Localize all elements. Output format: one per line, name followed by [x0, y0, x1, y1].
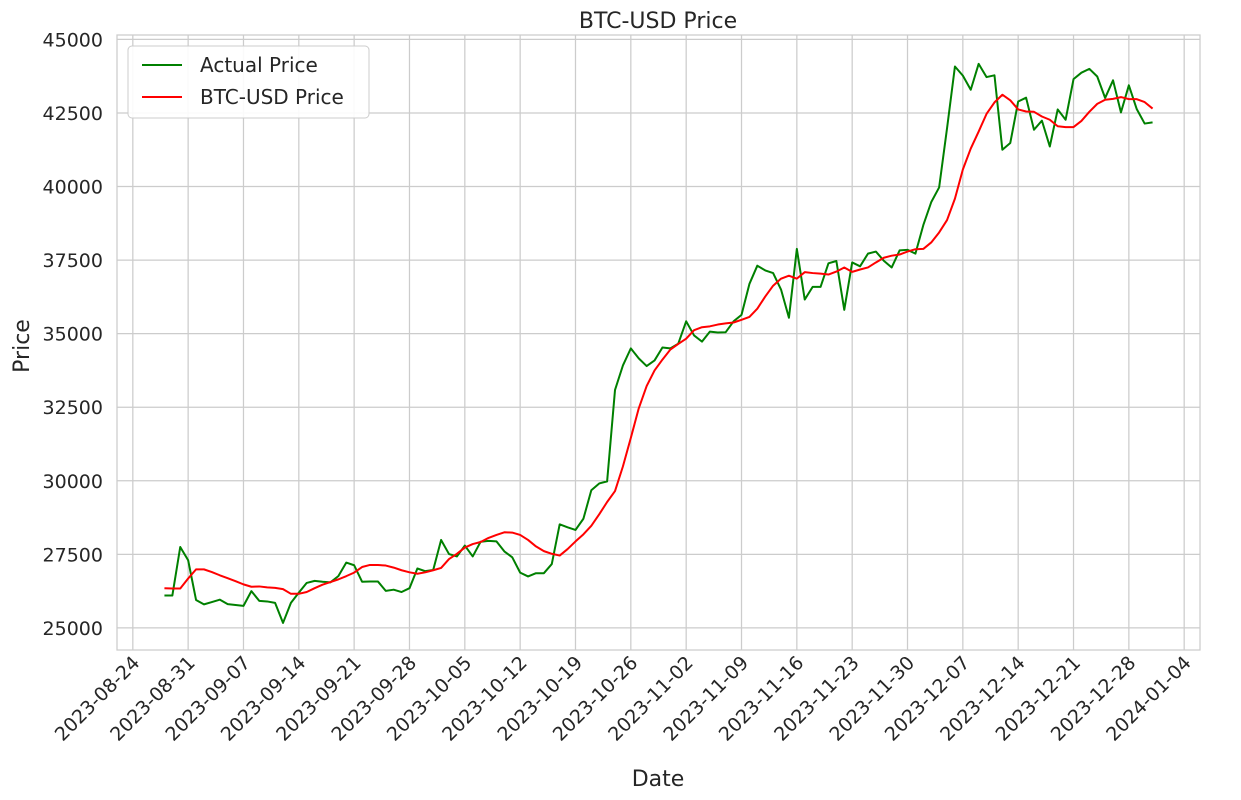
plot-frame [116, 34, 1201, 651]
y-tick-label: 37500 [43, 250, 103, 272]
y-tick-label: 42500 [43, 103, 103, 125]
y-tick-label: 27500 [43, 544, 103, 566]
plot-area [117, 35, 1200, 650]
y-tick-label: 25000 [43, 618, 103, 640]
y-tick-label: 30000 [43, 471, 103, 493]
legend: Actual Price BTC-USD Price [127, 45, 370, 119]
legend-label-predicted: BTC-USD Price [200, 85, 344, 109]
y-tick-label: 32500 [43, 397, 103, 419]
legend-label-actual: Actual Price [200, 53, 318, 77]
x-axis-label: Date [632, 767, 685, 792]
y-tick-label: 40000 [43, 177, 103, 199]
grid-lines [117, 35, 1200, 650]
series-lines [164, 62, 1154, 624]
legend-box [127, 45, 370, 119]
y-tick-label: 35000 [43, 324, 103, 346]
y-tick-label: 45000 [43, 29, 103, 51]
predicted-price-line [164, 93, 1154, 595]
y-axis-label: Price [10, 319, 35, 373]
chart-title: BTC-USD Price [579, 9, 737, 34]
